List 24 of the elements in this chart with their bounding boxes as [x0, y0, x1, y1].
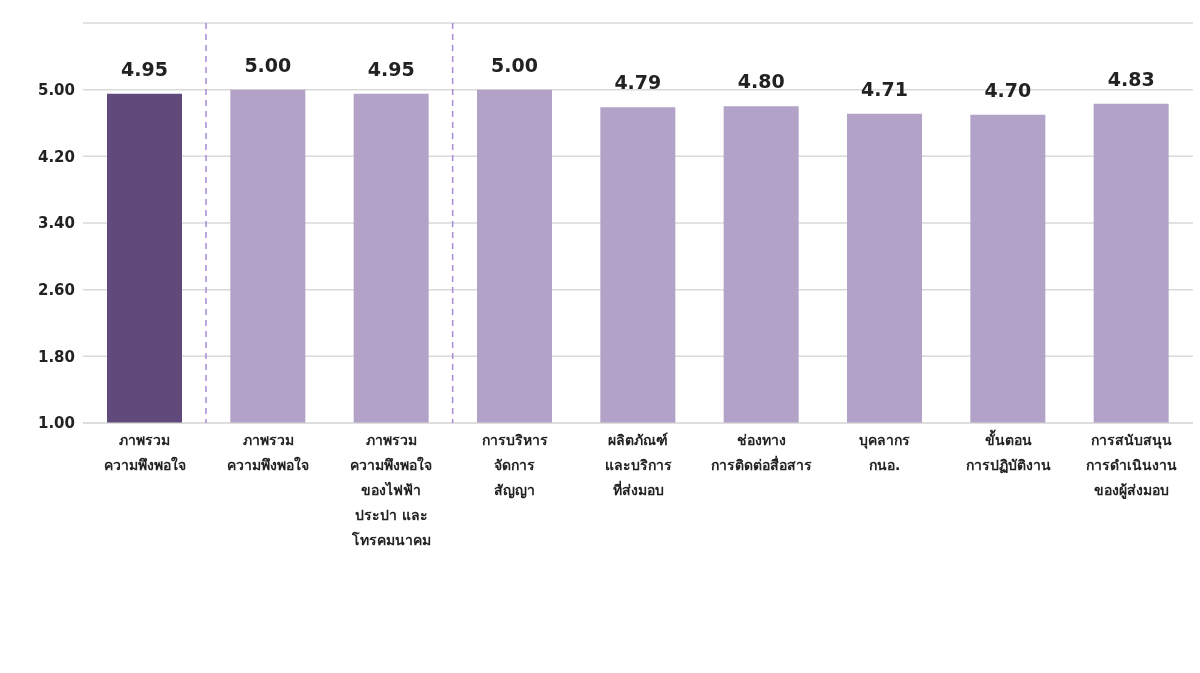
data-label: 4.80 [737, 70, 785, 93]
y-tick-label: 3.40 [37, 214, 75, 233]
x-tick-label: ช่องทาง การติดต่อสื่อสาร [710, 432, 812, 473]
x-tick-label: การสนับสนุน การดำเนินงาน ของผู้ส่งมอบ [1085, 432, 1177, 499]
y-tick-label: 2.60 [37, 280, 75, 299]
data-label: 5.00 [244, 53, 292, 76]
data-label: 4.83 [1107, 67, 1155, 90]
data-label: 4.95 [367, 57, 415, 80]
y-tick-label: 5.00 [37, 80, 75, 99]
x-tick-label: ภาพรวม ความพึงพอใจ ของไฟฟ้า ประปา และ โทรคมนาคม [350, 432, 433, 548]
x-tick-label: บุคลากร กนอ. [859, 432, 911, 473]
data-label: 4.70 [984, 78, 1032, 101]
x-tick-label: ภาพรวม ความพึงพอใจ [103, 432, 186, 473]
data-label: 4.95 [121, 57, 168, 80]
x-tick-label: การบริหาร จัดการ สัญญา [481, 432, 548, 499]
y-tick-label: 4.20 [37, 147, 75, 166]
x-tick-label: ภาพรวม ความพึงพอใจ [227, 432, 309, 473]
x-tick-label: ผลิตภัณฑ์ และบริการ ที่ส่งมอบ [604, 432, 672, 498]
data-label: 4.79 [614, 71, 662, 94]
y-tick-label: 1.00 [37, 414, 75, 433]
x-tick-label: ขั้นตอน การปฏิบัติงาน [965, 429, 1051, 474]
data-label: 4.71 [861, 77, 908, 100]
data-label: 5.00 [491, 53, 538, 76]
y-tick-label: 1.80 [37, 347, 75, 366]
